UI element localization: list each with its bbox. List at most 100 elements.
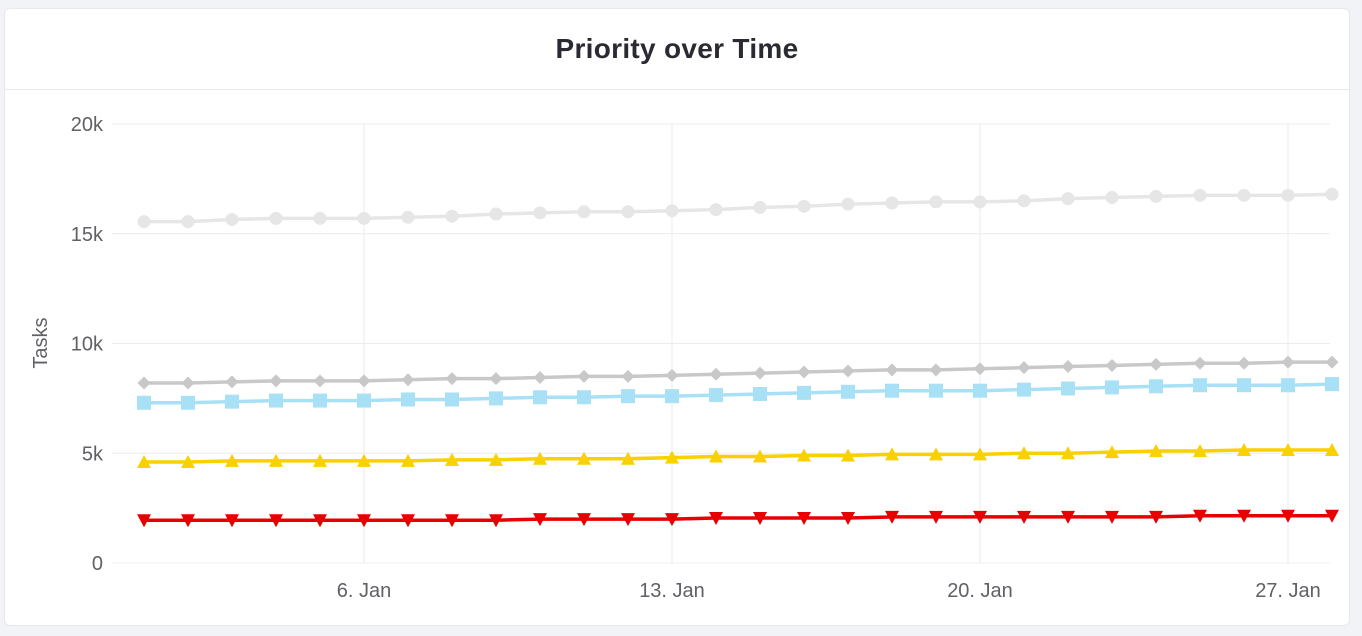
data-point <box>973 447 987 461</box>
data-point <box>1017 382 1031 397</box>
data-point <box>269 211 283 225</box>
data-point <box>753 512 767 526</box>
data-point <box>225 514 239 528</box>
data-point <box>841 512 855 526</box>
data-point <box>1237 378 1251 393</box>
data-point <box>1325 377 1339 392</box>
data-point <box>137 455 151 469</box>
data-point <box>313 393 327 408</box>
data-point <box>181 215 195 229</box>
data-point <box>1281 355 1295 369</box>
data-point <box>533 451 547 465</box>
data-point <box>1325 355 1339 369</box>
data-point <box>885 383 899 398</box>
data-point <box>1149 189 1163 203</box>
data-point <box>1193 509 1207 523</box>
data-point <box>1149 379 1163 394</box>
data-point <box>1149 444 1163 458</box>
y-axis-title: Tasks <box>30 317 52 368</box>
data-point <box>357 453 371 467</box>
data-point <box>137 395 151 410</box>
data-point <box>1105 380 1119 395</box>
data-point <box>797 448 811 462</box>
data-point <box>181 514 195 528</box>
data-point <box>1281 442 1295 456</box>
data-point <box>401 453 415 467</box>
data-point <box>577 451 591 465</box>
series-line <box>142 192 1334 224</box>
data-point <box>489 372 503 386</box>
chart-title: Priority over Time <box>555 33 799 64</box>
series-line <box>142 360 1334 385</box>
data-point <box>1061 360 1075 374</box>
data-point <box>973 195 987 209</box>
data-point <box>1281 378 1295 393</box>
data-point <box>401 373 415 387</box>
data-point <box>753 366 767 380</box>
data-point <box>753 200 767 214</box>
y-tick-label: 20k <box>71 114 104 136</box>
data-point <box>137 215 151 229</box>
data-point <box>973 362 987 376</box>
data-point <box>841 384 855 399</box>
data-point <box>621 451 635 465</box>
data-point <box>1061 510 1075 524</box>
data-point <box>269 514 283 528</box>
data-point <box>1281 188 1295 202</box>
data-point <box>973 510 987 524</box>
data-point <box>797 385 811 400</box>
x-tick-label: 13. Jan <box>639 580 705 602</box>
data-point <box>929 195 943 209</box>
data-point <box>1193 356 1207 370</box>
data-point <box>1281 509 1295 523</box>
data-point <box>1105 445 1119 459</box>
data-point <box>885 447 899 461</box>
data-point <box>225 453 239 467</box>
data-point <box>577 369 591 383</box>
data-point <box>313 514 327 528</box>
data-point <box>401 514 415 528</box>
data-point <box>1017 510 1031 524</box>
data-point <box>621 513 635 527</box>
y-tick-label: 0 <box>92 553 103 575</box>
data-point <box>313 453 327 467</box>
data-point <box>797 365 811 379</box>
data-point <box>313 374 327 388</box>
data-point <box>577 390 591 405</box>
data-point <box>1149 510 1163 524</box>
data-point <box>665 450 679 464</box>
data-point <box>1105 191 1119 205</box>
data-point <box>489 207 503 221</box>
data-point <box>445 392 459 407</box>
data-point <box>709 203 723 217</box>
data-point <box>1061 446 1075 460</box>
data-point <box>269 374 283 388</box>
data-point <box>665 368 679 382</box>
data-point <box>753 449 767 463</box>
data-point <box>665 389 679 404</box>
card-header: Priority over Time <box>5 9 1349 90</box>
data-point <box>1237 442 1251 456</box>
data-point <box>1193 378 1207 393</box>
data-point <box>137 514 151 528</box>
y-tick-label: 10k <box>71 334 104 356</box>
data-point <box>1237 188 1251 202</box>
data-point <box>1325 442 1339 456</box>
data-point <box>797 199 811 213</box>
data-point <box>445 452 459 466</box>
data-point <box>181 395 195 410</box>
data-point <box>621 389 635 404</box>
data-point <box>841 448 855 462</box>
data-point <box>1017 361 1031 375</box>
data-point <box>225 394 239 409</box>
data-point <box>1325 509 1339 523</box>
data-point <box>841 364 855 378</box>
data-point <box>357 211 371 225</box>
data-point <box>1105 510 1119 524</box>
data-point <box>797 512 811 526</box>
data-point <box>1149 357 1163 371</box>
data-point <box>577 205 591 219</box>
data-point <box>709 367 723 381</box>
data-point <box>709 449 723 463</box>
